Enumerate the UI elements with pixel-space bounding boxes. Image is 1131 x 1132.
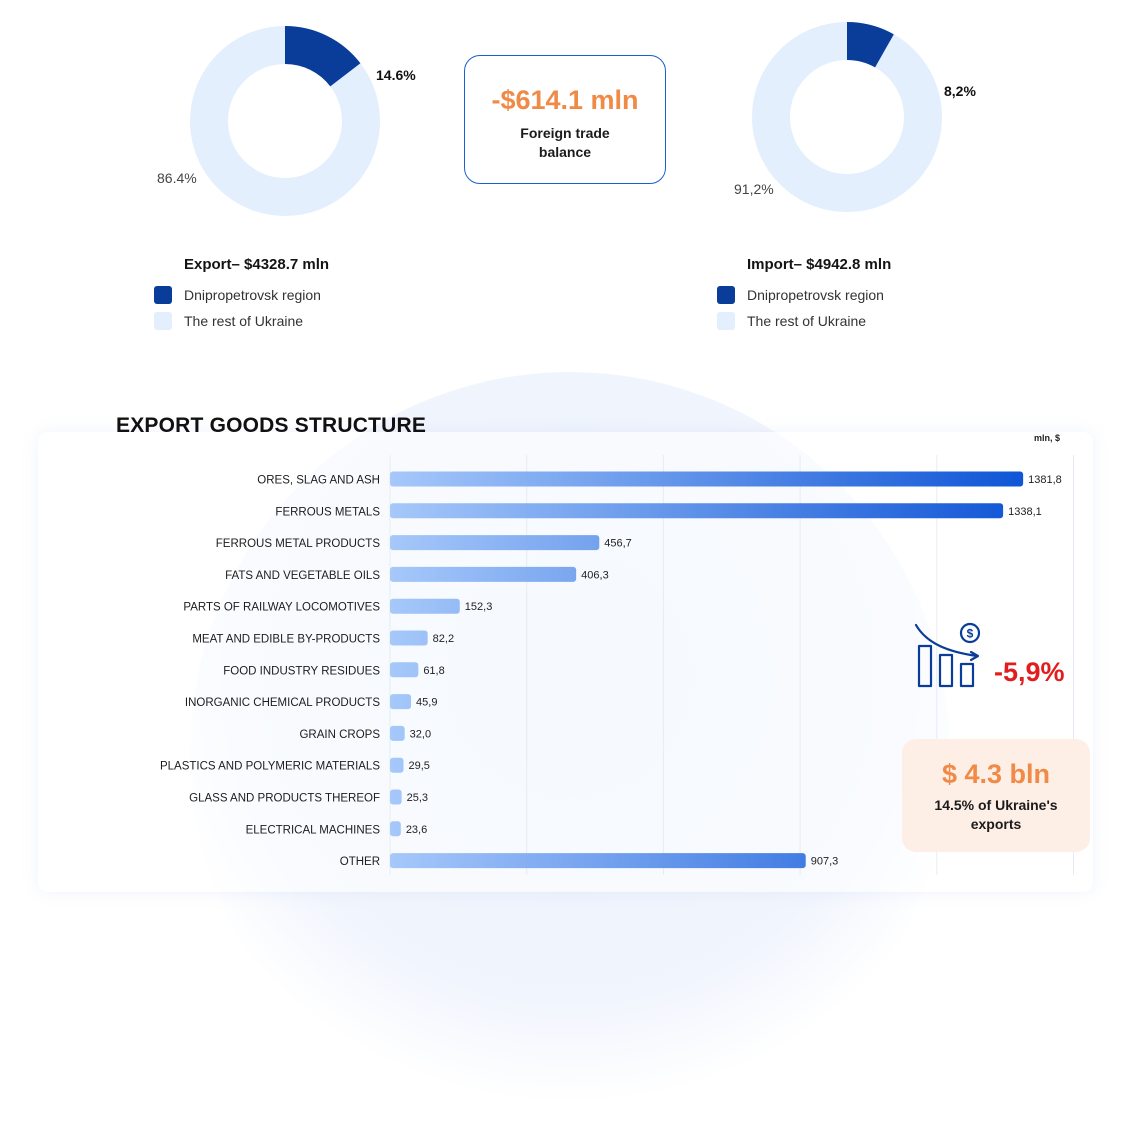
import-legend: Import– $4942.8 mln Dnipropetrovsk regio…: [717, 256, 891, 334]
value-label: 25,3: [407, 792, 428, 804]
bar: [390, 630, 428, 646]
export-dnipro-percent: 14.6%: [376, 67, 416, 83]
category-label: PARTS OF RAILWAY LOCOMOTIVES: [183, 602, 380, 614]
export-title: Export– $4328.7 mln: [184, 256, 330, 273]
category-label: PLASTICS AND POLYMERIC MATERIALS: [160, 761, 380, 773]
category-label: MEAT AND EDIBLE BY-PRODUCTS: [192, 634, 380, 646]
import-rest-segment: [752, 22, 942, 212]
category-label: ORES, SLAG AND ASH: [257, 475, 380, 487]
bar: [390, 471, 1024, 487]
svg-text:$: $: [967, 627, 974, 641]
bar: [390, 789, 402, 805]
category-label: ELECTRICAL MACHINES: [246, 824, 381, 836]
bar: [390, 535, 600, 551]
import-donut-chart: [752, 22, 942, 212]
bar: [390, 694, 412, 710]
category-label: FOOD INDUSTRY RESIDUES: [223, 665, 380, 677]
value-label: 61,8: [423, 665, 444, 677]
value-label: 1381,8: [1028, 474, 1062, 486]
legend-label: Dnipropetrovsk region: [184, 287, 321, 303]
legend-label: Dnipropetrovsk region: [747, 287, 884, 303]
bar: [390, 662, 419, 678]
dnipro-swatch: [717, 286, 735, 304]
category-label: FERROUS METALS: [275, 506, 380, 518]
bar: [390, 566, 577, 582]
declining-bar-chart-dollar-icon: $: [914, 622, 981, 688]
export-dnipro-segment: [284, 26, 361, 87]
value-label: 82,2: [433, 633, 454, 645]
import-legend-item-rest: The rest of Ukraine: [717, 308, 891, 334]
bar: [390, 853, 806, 869]
value-label: 1338,1: [1008, 506, 1042, 518]
export-donut-chart: [190, 26, 380, 216]
category-label: FERROUS METAL PRODUCTS: [216, 538, 381, 550]
category-label: GLASS AND PRODUCTS THEREOF: [189, 793, 380, 805]
bar: [390, 598, 460, 614]
value-label: 406,3: [581, 569, 609, 581]
value-label: 456,7: [604, 538, 632, 550]
export-total-box: $ 4.3 bln 14.5% of Ukraine's exports: [902, 739, 1090, 852]
value-label: 23,6: [406, 824, 427, 836]
bar: [390, 821, 401, 837]
dnipro-swatch: [154, 286, 172, 304]
bar: [390, 725, 405, 741]
value-label: 32,0: [410, 728, 431, 740]
legend-label: The rest of Ukraine: [184, 313, 304, 329]
import-rest-percent: 91,2%: [734, 181, 774, 197]
trade-balance-box: -$614.1 mln Foreign trade balance: [464, 55, 666, 184]
category-label: INORGANIC CHEMICAL PRODUCTS: [185, 697, 380, 709]
rest-swatch: [154, 312, 172, 330]
chart-title: EXPORT GOODS STRUCTURE: [116, 414, 427, 437]
legend-label: The rest of Ukraine: [747, 313, 867, 329]
export-legend-item-rest: The rest of Ukraine: [154, 308, 329, 334]
bar: [390, 757, 404, 773]
category-label: FATS AND VEGETABLE OILS: [225, 570, 380, 582]
import-dnipro-segment: [846, 22, 894, 68]
value-label: 29,5: [409, 760, 430, 772]
export-legend-item-dnipro: Dnipropetrovsk region: [154, 282, 329, 308]
value-label: 907,3: [811, 856, 839, 868]
value-label: 152,3: [465, 601, 493, 613]
category-label: OTHER: [340, 856, 380, 868]
rest-swatch: [717, 312, 735, 330]
value-label: 45,9: [416, 697, 437, 709]
import-dnipro-percent: 8,2%: [944, 83, 976, 99]
export-change-value: -5,9%: [994, 657, 1065, 687]
bar: [390, 503, 1004, 519]
export-goods-bar-chart: ORES, SLAG AND ASH 1381,8 FERROUS METALS 13…: [160, 455, 1074, 875]
trade-balance-label: Foreign trade balance: [520, 125, 610, 160]
import-title: Import– $4942.8 mln: [747, 256, 892, 273]
trade-balance-value: -$614.1 mln: [491, 85, 639, 115]
export-rest-percent: 86.4%: [157, 170, 197, 186]
export-total-value: $ 4.3 bln: [941, 759, 1051, 789]
chart-units: mln, $: [1034, 433, 1061, 443]
export-legend: Export– $4328.7 mln Dnipropetrovsk regio…: [154, 256, 329, 334]
import-legend-item-dnipro: Dnipropetrovsk region: [717, 282, 891, 308]
category-label: GRAIN CROPS: [299, 729, 380, 741]
export-total-label: 14.5% of Ukraine's exports: [934, 797, 1058, 832]
